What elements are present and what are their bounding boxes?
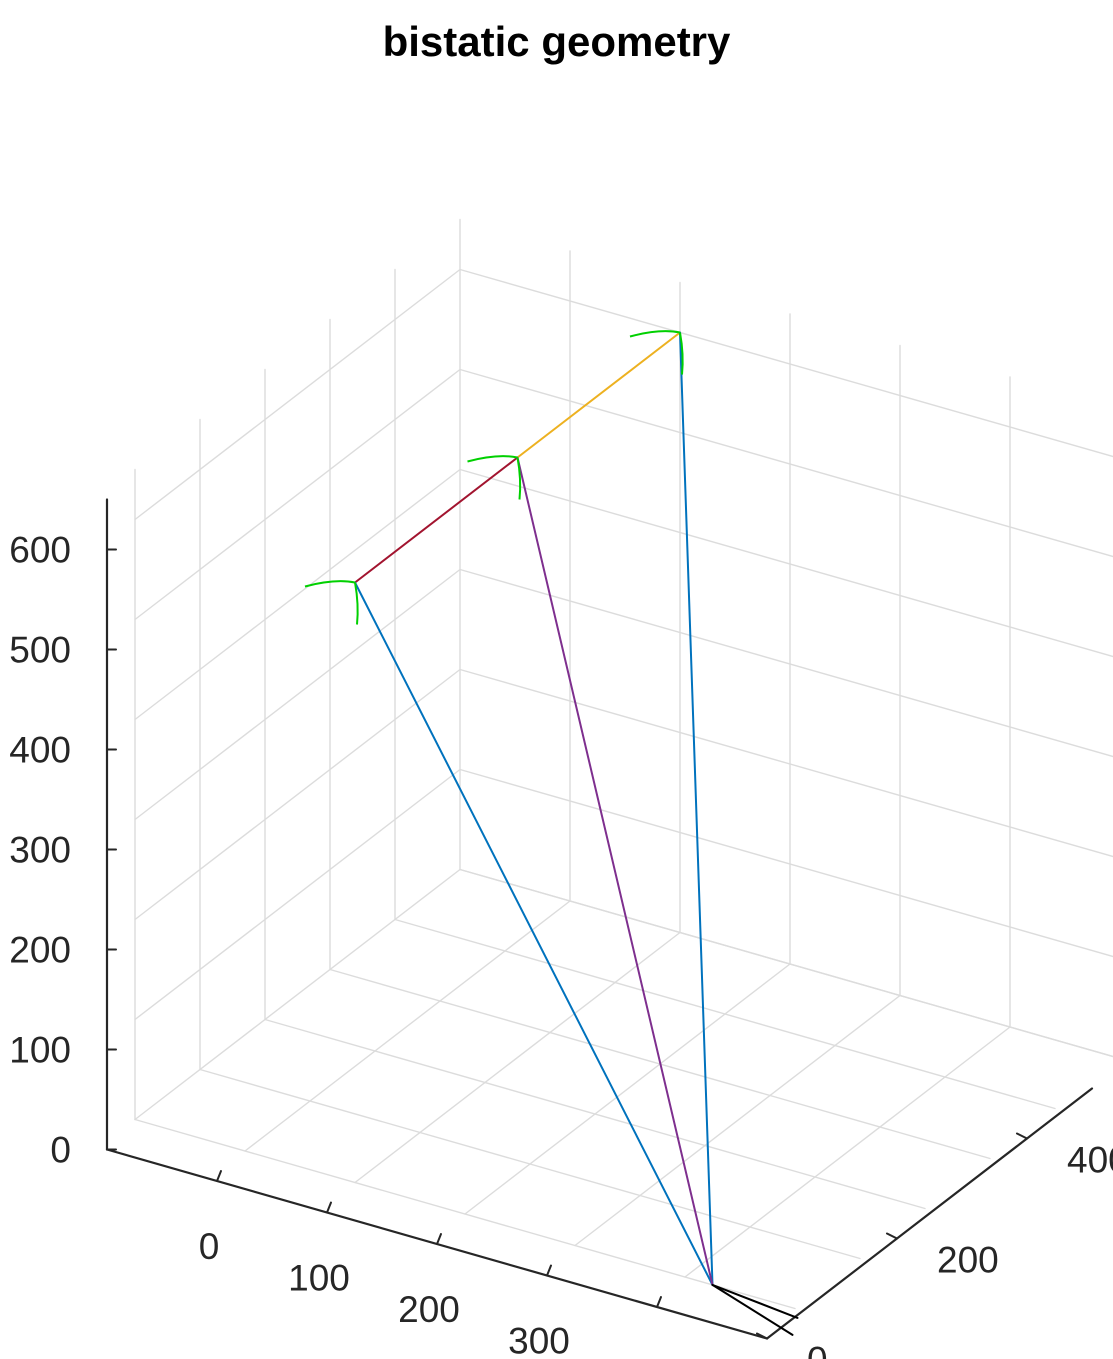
z-tick-label: 400: [9, 730, 71, 771]
series-line: [516, 331, 681, 459]
grid-line: [459, 268, 1113, 458]
grid-line: [134, 1118, 796, 1310]
heading-marker: [354, 582, 359, 625]
z-tick-label: 100: [9, 1030, 71, 1071]
ground-line: [711, 1283, 799, 1319]
chart-title: bistatic geometry: [382, 18, 731, 65]
grid-line: [134, 368, 461, 621]
x-tick-label: 100: [288, 1258, 350, 1299]
heading-marker: [679, 332, 684, 375]
heading-marker: [516, 457, 522, 500]
z-tick-label: 600: [9, 530, 71, 571]
x-tick-label: 300: [508, 1321, 570, 1359]
x-tick: [216, 1170, 222, 1182]
y-tick-label: 0: [807, 1340, 828, 1359]
grid-line: [464, 963, 791, 1215]
grid-line: [684, 1026, 1011, 1278]
axis-layer: [105, 498, 1094, 1340]
series-line: [354, 456, 519, 584]
x-tick-label: 200: [398, 1289, 460, 1330]
grid-line: [459, 568, 1113, 758]
z-tick-label: 300: [9, 830, 71, 871]
tick-layer: 0 100 200 300 400 500 600 0 100 200 300 400 0 200 400: [9, 530, 1113, 1359]
z-tick-label: 500: [9, 630, 71, 671]
grid-line: [354, 931, 681, 1184]
ground-line: [711, 1283, 794, 1336]
y-tick: [886, 1232, 898, 1240]
grid-line: [459, 468, 1113, 658]
grid-layer: [134, 218, 1113, 1310]
series-line: [679, 331, 714, 1286]
grid-line: [459, 368, 1113, 558]
x-tick: [326, 1201, 332, 1214]
grid-line: [574, 994, 901, 1247]
y-tick-label: 400: [1067, 1140, 1113, 1181]
y-tick-label: 200: [937, 1240, 999, 1281]
grid-line: [134, 868, 461, 1121]
heading-marker: [629, 330, 681, 338]
grid-line: [459, 868, 1113, 1058]
series-line: [354, 581, 714, 1286]
heading-marker: [304, 580, 356, 588]
grid-line: [134, 568, 461, 821]
grid-line: [134, 768, 461, 1021]
x-tick: [656, 1296, 662, 1308]
grid-line: [394, 918, 1056, 1110]
x-tick: [546, 1264, 552, 1277]
grid-line: [134, 468, 461, 721]
grid-line: [244, 900, 571, 1152]
x-tick-label: 0: [199, 1226, 220, 1267]
grid-line: [134, 268, 461, 521]
y-axis-line: [765, 1087, 1094, 1340]
data-layer: [304, 330, 799, 1336]
grid-line: [199, 1068, 861, 1260]
grid-line: [264, 1018, 926, 1210]
z-tick-label: 200: [9, 930, 71, 971]
series-line: [516, 456, 714, 1286]
z-tick-label: 0: [50, 1130, 71, 1171]
x-tick: [436, 1233, 442, 1245]
x-tick-label: 400: [618, 1352, 680, 1359]
grid-line: [459, 768, 1113, 958]
grid-line: [134, 668, 461, 921]
y-tick: [756, 1332, 768, 1340]
heading-marker: [467, 455, 518, 463]
y-tick: [1016, 1132, 1028, 1140]
grid-line: [459, 668, 1113, 858]
